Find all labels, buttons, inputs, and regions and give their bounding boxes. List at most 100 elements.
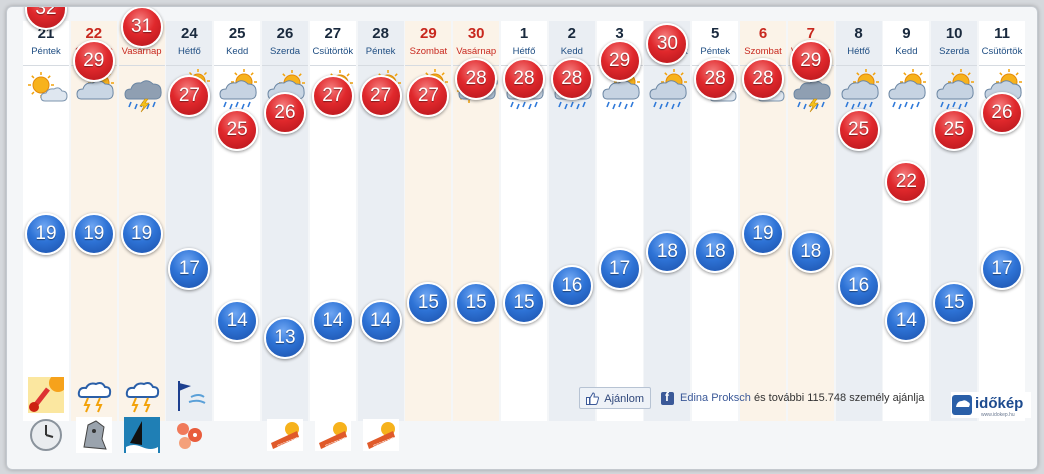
min-temp-badge[interactable]: 13 — [264, 317, 306, 359]
min-temp-badge[interactable]: 14 — [311, 299, 354, 342]
thunderstorm-icon[interactable] — [121, 69, 165, 113]
idokep-logo[interactable]: időkép www.idokep.hu — [951, 392, 1031, 418]
max-temp-badge[interactable]: 28 — [455, 57, 498, 100]
min-temp-badge[interactable]: 14 — [216, 299, 259, 342]
day-number: 2 — [567, 25, 576, 42]
min-temp-badge[interactable]: 14 — [359, 299, 402, 342]
program-promo-icon[interactable]: program — [267, 417, 303, 453]
max-temp-badge[interactable]: 27 — [311, 74, 354, 117]
min-temp-badge[interactable]: 15 — [407, 282, 450, 325]
day-header: 27 Csütörtök — [309, 21, 356, 66]
day-name: Csütörtök — [981, 46, 1023, 57]
min-temp-badge[interactable]: 15 — [933, 282, 976, 325]
sun-cloud-rain-icon[interactable] — [933, 69, 977, 113]
day-header: 29 Szombat — [405, 21, 452, 66]
min-temp-badge[interactable]: 19 — [742, 213, 784, 256]
min-temp-badge[interactable]: 16 — [837, 265, 880, 308]
forecast-panel: 21Péntek22Szombat23Vasárnap24Hétfő25Kedd… — [6, 6, 1038, 470]
day-number: 29 — [420, 25, 437, 42]
max-temp-badge[interactable]: 27 — [168, 74, 211, 117]
day-header: 11 Csütörtök — [979, 21, 1025, 66]
day-name: Hétfő — [512, 46, 536, 57]
max-temp-badge[interactable]: 27 — [407, 74, 450, 117]
program-promo-icon[interactable]: program — [362, 417, 399, 453]
max-temp-badge[interactable]: 29 — [72, 40, 115, 83]
day-column: 10 Szerda — [931, 21, 978, 421]
min-temp-badge[interactable]: 19 — [120, 213, 163, 256]
thumbs-up-icon — [586, 392, 599, 405]
min-temp-badge[interactable]: 18 — [694, 230, 737, 273]
min-temp-badge[interactable]: 17 — [981, 247, 1023, 290]
max-temp-badge[interactable]: 30 — [646, 22, 689, 65]
day-number: 25 — [228, 25, 246, 42]
min-temp-badge[interactable]: 17 — [598, 247, 641, 290]
day-column: 4Csütörtök — [644, 21, 691, 421]
max-temp-badge[interactable]: 28 — [694, 57, 737, 100]
logo-title: időkép — [975, 395, 1023, 412]
day-column: 26 Szerda — [262, 21, 308, 421]
day-number: 5 — [711, 25, 720, 42]
min-temp-badge[interactable]: 19 — [72, 213, 115, 256]
day-name: Szerda — [939, 46, 970, 57]
sun-cloud-icon[interactable] — [25, 69, 69, 113]
sun-cloud-rain-icon[interactable] — [646, 69, 690, 113]
min-temp-badge[interactable]: 19 — [25, 213, 67, 256]
liker-name[interactable]: Edina Proksch — [680, 392, 751, 404]
max-temp-badge[interactable]: 31 — [120, 7, 163, 48]
max-temp-badge[interactable]: 28 — [503, 57, 545, 100]
day-name: Péntek — [365, 46, 396, 57]
max-temp-badge[interactable]: 26 — [264, 92, 306, 135]
max-temp-badge[interactable]: 29 — [598, 40, 641, 83]
day-number: 22 — [85, 25, 103, 42]
day-number: 27 — [324, 25, 342, 42]
max-temp-badge[interactable]: 26 — [981, 92, 1023, 135]
min-temp-badge[interactable]: 14 — [885, 299, 928, 342]
day-number: 10 — [945, 25, 963, 42]
min-temp-badge[interactable]: 15 — [503, 282, 545, 325]
heat-warning-icon[interactable] — [28, 377, 64, 413]
storm-warning-icon[interactable] — [76, 377, 112, 413]
max-temp-badge[interactable]: 28 — [550, 57, 593, 100]
sun-cloud-rain-icon[interactable] — [216, 69, 260, 113]
thunderstorm-icon[interactable] — [790, 69, 834, 113]
min-temp-badge[interactable]: 15 — [455, 282, 498, 325]
day-header: 25 Kedd — [214, 21, 261, 66]
day-header: 24 Hétfő — [166, 21, 213, 66]
day-column: 7Vasárnap — [787, 21, 834, 421]
clock-icon[interactable] — [28, 417, 64, 453]
day-header: 28 Péntek — [357, 21, 404, 66]
flower-pattern-icon[interactable] — [171, 417, 207, 453]
lion-head-icon[interactable] — [75, 417, 112, 453]
facebook-icon: f — [661, 390, 674, 405]
day-name: Vasárnap — [456, 46, 497, 57]
max-temp-badge[interactable]: 25 — [933, 109, 976, 152]
program-promo-icon[interactable]: program — [314, 417, 351, 453]
min-temp-badge[interactable]: 17 — [168, 247, 211, 290]
windsurf-icon[interactable] — [123, 417, 160, 453]
like-button[interactable]: Ajánlom — [579, 387, 651, 409]
wind-flag-icon[interactable] — [171, 377, 207, 413]
day-column: 9 Kedd — [883, 21, 930, 421]
max-temp-badge[interactable]: 29 — [789, 40, 832, 83]
max-temp-badge[interactable]: 25 — [837, 109, 880, 152]
day-number: 30 — [467, 25, 485, 42]
sun-cloud-rain-icon[interactable] — [885, 69, 929, 113]
day-name: Kedd — [226, 46, 249, 57]
max-temp-badge[interactable]: 27 — [359, 74, 402, 117]
idokep-logo-icon: időkép www.idokep.hu — [952, 395, 1023, 418]
max-temp-badge[interactable]: 25 — [216, 109, 259, 152]
min-temp-badge[interactable]: 18 — [646, 230, 689, 273]
day-name: Szombat — [744, 46, 782, 57]
min-temp-badge[interactable]: 18 — [789, 230, 832, 273]
day-name: Kedd — [560, 46, 583, 57]
sun-cloud-rain-icon[interactable] — [838, 69, 882, 113]
like-count-rest: és további 115.748 személy ajánlja — [750, 392, 925, 404]
storm-warning-icon[interactable] — [124, 377, 160, 413]
max-temp-badge[interactable]: 22 — [885, 161, 928, 204]
max-temp-badge[interactable]: 28 — [742, 57, 784, 100]
day-name: Csütörtök — [312, 46, 354, 57]
day-name: Szerda — [269, 46, 301, 57]
like-button-label: Ajánlom — [604, 393, 644, 405]
min-temp-badge[interactable]: 16 — [550, 265, 593, 308]
day-header: 26 Szerda — [262, 21, 308, 66]
